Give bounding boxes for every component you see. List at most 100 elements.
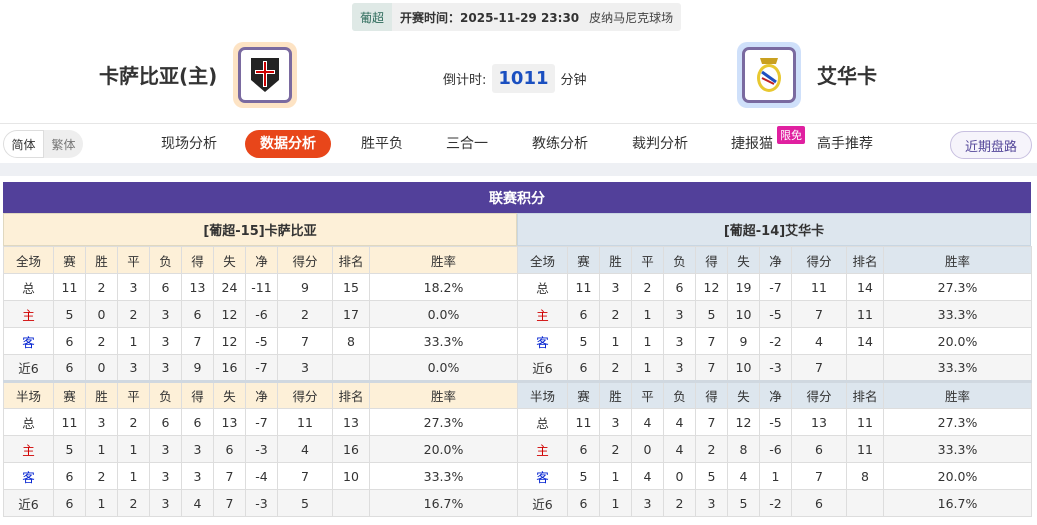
- away-crest-icon: [757, 58, 781, 92]
- table-cell: 11: [846, 408, 884, 436]
- countdown: 倒计时: 1011 分钟: [443, 64, 587, 93]
- table-cell: 1: [599, 462, 632, 490]
- row-label: 近6: [3, 489, 54, 517]
- table-cell: 3: [149, 300, 182, 328]
- table-row: 主 5 0 2 3 6 12 -6 2 17 0.0%: [3, 300, 518, 328]
- table-cell: 12: [727, 408, 760, 436]
- table-cell: 12: [695, 273, 728, 301]
- table-cell: 20.0%: [369, 435, 518, 463]
- column-header: 排名: [846, 380, 884, 409]
- table-cell: 7: [791, 300, 847, 328]
- table-cell: 6: [567, 435, 600, 463]
- row-label: 近6: [3, 354, 54, 382]
- row-label: 近6: [517, 354, 568, 382]
- table-cell: -3: [245, 489, 278, 517]
- tab-referee-analysis[interactable]: 裁判分析: [632, 136, 688, 152]
- table-cell: 10: [727, 354, 760, 382]
- table-cell: 2: [599, 354, 632, 382]
- table-cell: -6: [759, 435, 792, 463]
- home-standings-header[interactable]: [葡超-15]卡萨比亚: [3, 213, 517, 246]
- table-cell: 11: [567, 273, 600, 301]
- column-header: 得: [181, 246, 214, 274]
- column-header: 半场: [517, 380, 568, 409]
- table-cell: 5: [53, 435, 86, 463]
- table-cell: 12: [213, 300, 246, 328]
- table-row: 客 6 2 1 3 3 7 -4 7 10 33.3%: [3, 462, 518, 490]
- nav-bar: 简体 繁体 现场分析 数据分析 胜平负 三合一 教练分析 裁判分析 捷报猫 限免…: [0, 123, 1037, 163]
- language-toggle[interactable]: 简体 繁体: [3, 130, 83, 158]
- table-cell: 8: [332, 327, 370, 355]
- tab-live-analysis[interactable]: 现场分析: [161, 136, 217, 152]
- away-standings: [葡超-14]艾华卡 全场赛胜平负得失净得分 排名 胜率总 11 3 2 6 12 19 -7 11…: [517, 213, 1032, 517]
- table-cell: 6: [53, 489, 86, 517]
- column-header: 得: [695, 246, 728, 274]
- away-team-logo[interactable]: [737, 42, 801, 108]
- table-cell: 2: [117, 300, 150, 328]
- tab-coach-analysis[interactable]: 教练分析: [532, 136, 588, 152]
- column-header: 失: [727, 380, 760, 409]
- countdown-label: 倒计时:: [443, 73, 487, 88]
- table-cell: 3: [117, 273, 150, 301]
- table-cell: -2: [759, 489, 792, 517]
- table-cell: 1: [599, 327, 632, 355]
- table-cell: 33.3%: [883, 435, 1032, 463]
- venue: 皮纳马尼克球场: [589, 10, 674, 25]
- table-cell: -7: [759, 273, 792, 301]
- table-cell: 5: [53, 300, 86, 328]
- column-header: 平: [631, 246, 664, 274]
- table-cell: 3: [117, 354, 150, 382]
- column-header: 排名: [332, 246, 370, 274]
- table-cell: 6: [53, 327, 86, 355]
- table-cell: 1: [631, 300, 664, 328]
- column-header: 赛: [53, 246, 86, 274]
- tab-data-analysis[interactable]: 数据分析: [245, 130, 331, 158]
- lang-traditional[interactable]: 繁体: [51, 137, 76, 152]
- table-row: 近6 6 2 1 3 7 10 -3 7 33.3%: [517, 354, 1032, 382]
- table-row: 总 11 3 2 6 6 13 -7 11 13 27.3%: [3, 408, 518, 436]
- table-cell: 1: [631, 354, 664, 382]
- home-team-logo[interactable]: [233, 42, 297, 108]
- table-cell: 0.0%: [369, 354, 518, 382]
- column-header: 负: [663, 246, 696, 274]
- table-cell: 6: [567, 354, 600, 382]
- column-header: 平: [631, 380, 664, 409]
- countdown-unit: 分钟: [560, 73, 587, 88]
- table-cell: 6: [791, 435, 847, 463]
- table-cell: 6: [149, 273, 182, 301]
- column-header: 胜率: [369, 380, 518, 409]
- table-cell: 7: [181, 327, 214, 355]
- column-header: 净: [245, 246, 278, 274]
- table-cell: 4: [727, 462, 760, 490]
- tab-three-in-one[interactable]: 三合一: [446, 136, 488, 152]
- table-cell: 7: [695, 327, 728, 355]
- lang-simplified[interactable]: 简体: [3, 130, 44, 158]
- home-team-name[interactable]: 卡萨比亚(主): [99, 64, 218, 88]
- table-cell: 13: [213, 408, 246, 436]
- table-cell: 6: [663, 273, 696, 301]
- away-team-name[interactable]: 艾华卡: [817, 64, 877, 88]
- table-cell: 11: [846, 435, 884, 463]
- tab-expert-picks[interactable]: 高手推荐: [817, 136, 873, 152]
- tab-1x2[interactable]: 胜平负: [361, 136, 403, 152]
- column-header: 胜率: [883, 246, 1032, 274]
- table-cell: 7: [213, 489, 246, 517]
- table-cell: -3: [245, 435, 278, 463]
- table-cell: 3: [149, 462, 182, 490]
- table-cell: 0: [631, 435, 664, 463]
- table-cell: [332, 354, 370, 382]
- away-standings-header[interactable]: [葡超-14]艾华卡: [517, 213, 1031, 246]
- home-standings: [葡超-15]卡萨比亚 全场赛胜平负得失净得分 排名 胜率总 11 2 3 6 13 24 -11…: [3, 213, 518, 517]
- table-cell: 16.7%: [883, 489, 1032, 517]
- table-cell: 2: [85, 273, 118, 301]
- table-cell: 0: [85, 354, 118, 382]
- recent-odds-button[interactable]: 近期盘路: [950, 131, 1032, 159]
- column-header: 平: [117, 380, 150, 409]
- table-cell: -2: [759, 327, 792, 355]
- table-cell: 0: [663, 462, 696, 490]
- tab-jiebaomao[interactable]: 捷报猫: [731, 136, 773, 152]
- full-header-row: 全场赛胜平负得失净得分 排名 胜率: [517, 246, 1032, 274]
- row-label: 主: [3, 300, 54, 328]
- league-tag[interactable]: 葡超: [352, 3, 393, 31]
- column-header: 得: [695, 380, 728, 409]
- table-cell: 7: [277, 327, 333, 355]
